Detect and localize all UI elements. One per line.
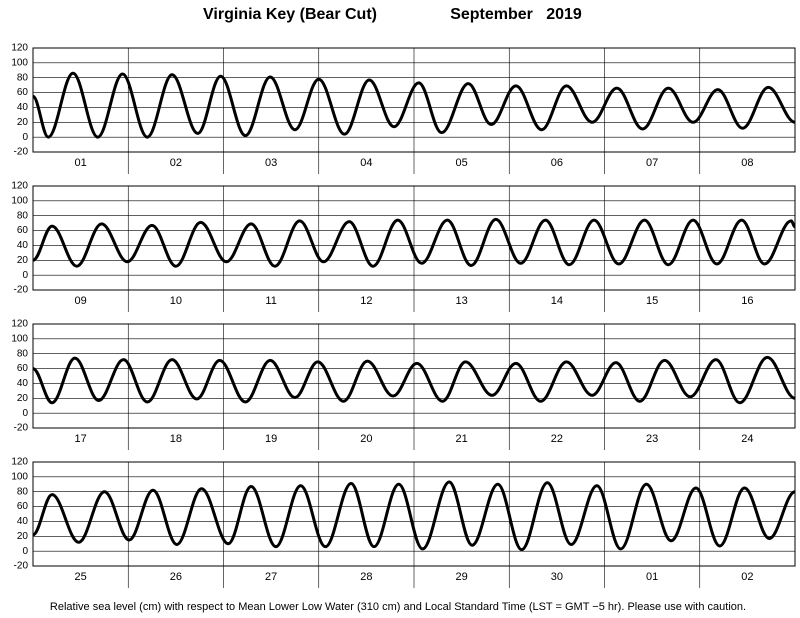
x-tick-label: 10 [170, 295, 182, 307]
x-tick-label: 26 [170, 571, 182, 583]
x-tick-label: 02 [741, 571, 753, 583]
plot-frame [32, 461, 796, 567]
x-tick-label: 30 [551, 571, 563, 583]
y-tick-label: -20 [14, 561, 29, 572]
y-tick-label: 100 [11, 471, 28, 482]
x-tick-label: 19 [265, 433, 277, 445]
x-tick-label: 13 [456, 295, 468, 307]
x-tick-label: 12 [360, 295, 372, 307]
x-tick-label: 29 [456, 571, 468, 583]
chart-subtitle: September 2019 [450, 6, 582, 23]
y-tick-label: -20 [14, 147, 29, 158]
x-tick-label: 15 [646, 295, 658, 307]
y-tick-label: 20 [17, 393, 29, 404]
y-tick-label: 20 [17, 255, 29, 266]
x-tick-label: 03 [265, 157, 277, 169]
y-tick-label: 80 [17, 210, 29, 221]
plot-frame [32, 323, 796, 429]
y-tick-label: 60 [17, 87, 29, 98]
y-tick-label: 20 [17, 531, 29, 542]
y-tick-label: 120 [11, 43, 28, 54]
y-tick-label: 40 [17, 102, 29, 113]
y-tick-label: -20 [14, 285, 29, 296]
y-tick-label: 60 [17, 225, 29, 236]
y-tick-label: 120 [11, 319, 28, 330]
y-tick-label: 0 [22, 408, 28, 419]
x-tick-label: 07 [646, 157, 658, 169]
y-tick-label: 120 [11, 457, 28, 468]
y-tick-label: 100 [11, 195, 28, 206]
tide-line [32, 217, 796, 268]
x-tick-label: 14 [551, 295, 563, 307]
tide-line [32, 480, 796, 552]
y-tick-label: -20 [14, 423, 29, 434]
x-tick-label: 18 [170, 433, 182, 445]
y-tick-label: 120 [11, 181, 28, 192]
y-tick-label: 80 [17, 348, 29, 359]
x-tick-label: 21 [456, 433, 468, 445]
x-tick-label: 27 [265, 571, 277, 583]
x-tick-label: 06 [551, 157, 563, 169]
x-tick-label: 22 [551, 433, 563, 445]
x-tick-label: 11 [265, 295, 276, 307]
x-tick-label: 25 [75, 571, 87, 583]
y-tick-label: 60 [17, 501, 29, 512]
y-tick-label: 0 [22, 546, 28, 557]
x-tick-label: 02 [170, 157, 182, 169]
tide-line [32, 355, 796, 405]
y-tick-label: 80 [17, 486, 29, 497]
y-tick-label: 0 [22, 270, 28, 281]
y-tick-label: 20 [17, 117, 29, 128]
footnote: Relative sea level (cm) with respect to … [50, 601, 746, 613]
x-tick-label: 28 [360, 571, 372, 583]
y-tick-label: 40 [17, 516, 29, 527]
x-tick-label: 17 [75, 433, 87, 445]
x-tick-label: 24 [741, 433, 753, 445]
y-tick-label: 40 [17, 240, 29, 251]
y-tick-label: 80 [17, 72, 29, 83]
y-tick-label: 0 [22, 132, 28, 143]
x-tick-label: 08 [741, 157, 753, 169]
x-tick-label: 05 [456, 157, 468, 169]
chart-title: Virginia Key (Bear Cut) [203, 6, 377, 23]
x-tick-label: 09 [75, 295, 87, 307]
y-tick-label: 60 [17, 363, 29, 374]
x-tick-label: 04 [360, 157, 372, 169]
y-tick-label: 100 [11, 57, 28, 68]
x-tick-label: 16 [741, 295, 753, 307]
tide-line [31, 71, 796, 139]
y-tick-label: 40 [17, 378, 29, 389]
x-tick-label: 01 [646, 571, 658, 583]
x-tick-label: 20 [360, 433, 372, 445]
y-tick-label: 100 [11, 333, 28, 344]
x-tick-label: 01 [75, 157, 87, 169]
plot-frame [32, 185, 796, 291]
plot-frame [32, 47, 796, 153]
x-tick-label: 23 [646, 433, 658, 445]
